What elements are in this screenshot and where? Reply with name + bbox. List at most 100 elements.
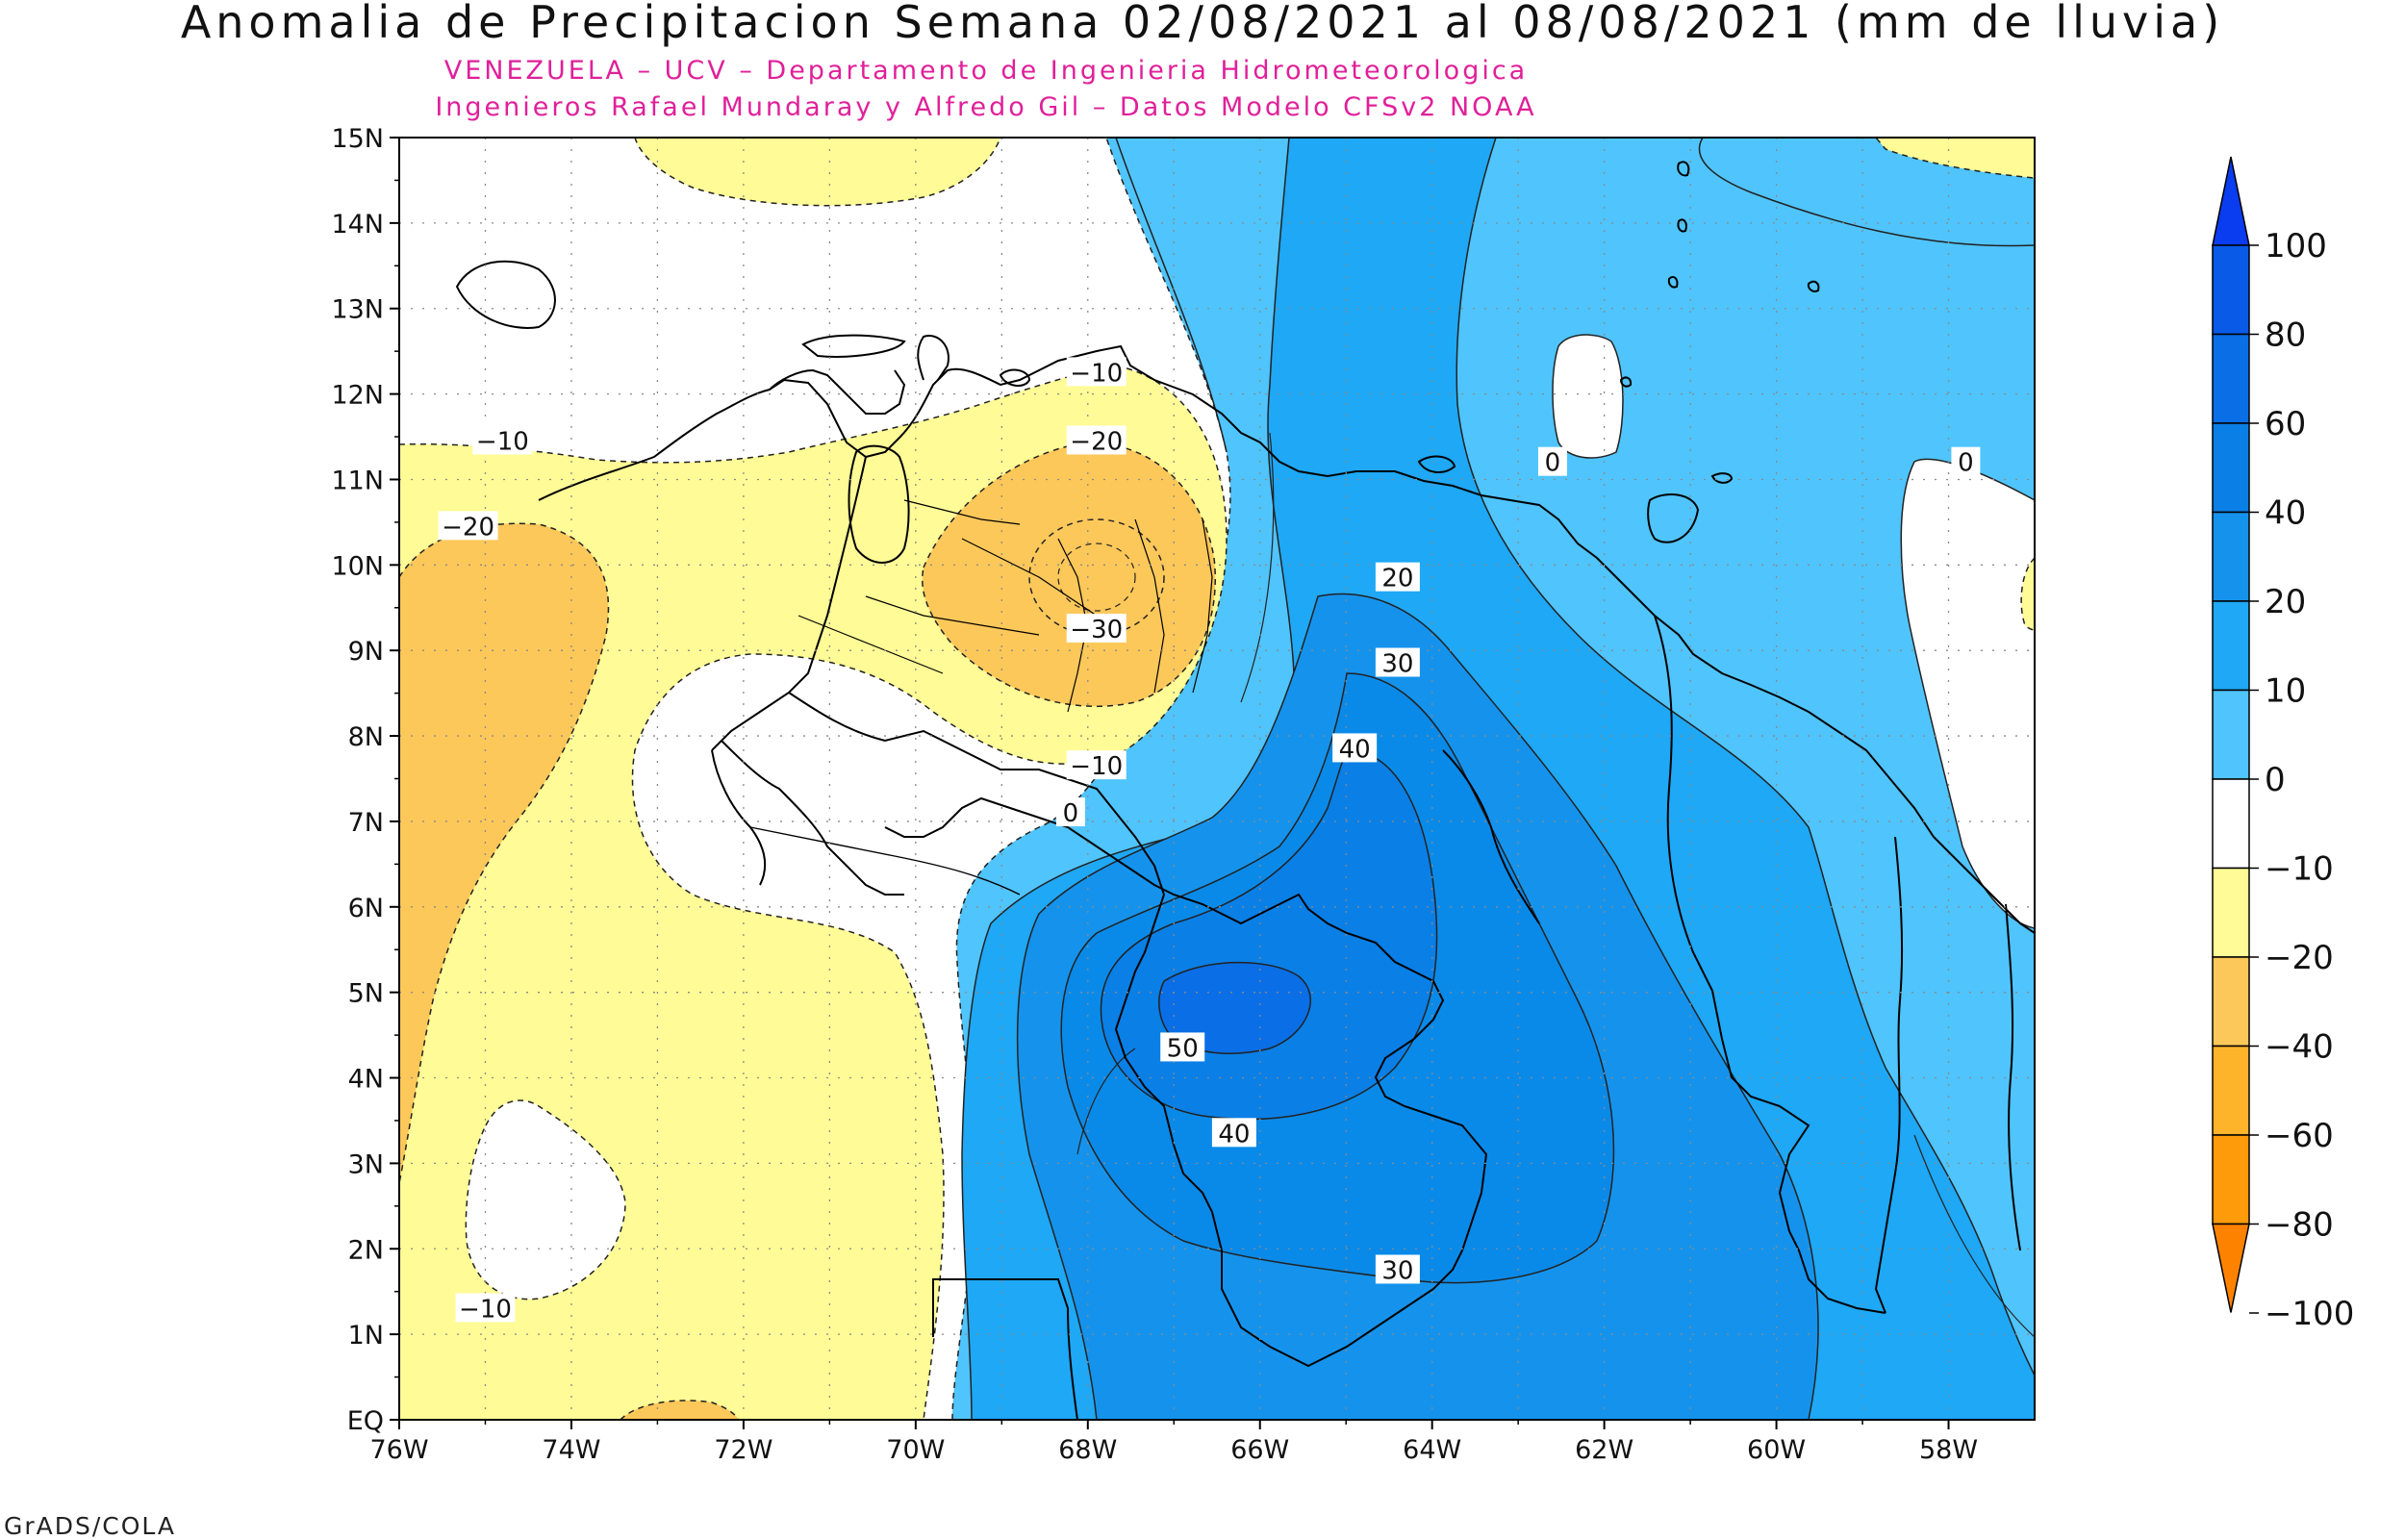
field-neg10-east [2020, 556, 2035, 631]
contour-label: −10 [1070, 359, 1123, 388]
contour-fill-layer [399, 138, 2035, 1420]
chart-title: Anomalia de Precipitacion Semana 02/08/2… [180, 0, 2225, 48]
contour-label: −10 [459, 1295, 512, 1324]
legend-label: −100 [2265, 1295, 2354, 1333]
legend-label: −20 [2265, 939, 2334, 977]
lon-tick-label: 72W [714, 1435, 772, 1465]
legend-swatch [2212, 422, 2250, 514]
contour-labels: −10 −20 −10 −20 −30 −10 0 0 0 20 30 40 50 40 30 −10 [438, 357, 1981, 1324]
lat-tick-label: 5N [348, 979, 384, 1009]
lon-tick-label: 74W [542, 1435, 600, 1465]
lat-tick-label: 8N [348, 722, 384, 752]
border-state-6 [865, 595, 1040, 636]
field-neg20-south [619, 1400, 740, 1420]
legend-label: 20 [2265, 583, 2306, 621]
contour-label: 30 [1381, 650, 1413, 679]
coastline-panama [721, 740, 904, 896]
island-stlucia [1677, 218, 1687, 233]
lat-tick-label: 3N [348, 1149, 384, 1179]
contour-pos0-northeast [1698, 138, 2035, 247]
lat-tick-label: 10N [331, 551, 384, 581]
island-margarita [1417, 455, 1456, 473]
contour-label: 40 [1339, 735, 1371, 764]
subtitle-institution: VENEZUELA – UCV – Departamento de Ingeni… [443, 56, 1529, 86]
legend-label: 100 [2265, 227, 2327, 265]
lon-tick-label: 58W [1919, 1435, 1978, 1465]
contour-label: 0 [1958, 449, 1974, 478]
legend-label: 40 [2265, 494, 2306, 533]
legend-label: −80 [2265, 1206, 2334, 1245]
contour-label-bg [1211, 1118, 1256, 1148]
legend-swatch [2212, 511, 2250, 602]
border-colombia-venezuela [711, 456, 867, 751]
field-neg10-northeast [1875, 138, 2035, 179]
lat-tick-label: 1N [348, 1321, 384, 1351]
contour-label-bg [1055, 797, 1085, 827]
island-stvincent [1667, 276, 1679, 289]
border-guyana-suriname [1874, 836, 1904, 1314]
lat-tick-label: 7N [348, 808, 384, 838]
field-pos50 [1158, 961, 1311, 1054]
legend-swatch [2212, 867, 2250, 958]
contour-label: −10 [476, 427, 529, 456]
contour-label: −20 [442, 513, 494, 542]
legend-swatch [2212, 244, 2250, 336]
legend-swatch [2212, 600, 2250, 692]
island-bahamas-shape-2 [801, 334, 906, 358]
gridlines [399, 138, 2035, 1420]
field-neutral-grenada [1552, 334, 1624, 459]
contour-label: 0 [1545, 449, 1561, 478]
lat-tick-label: 14N [331, 210, 384, 240]
border-state-7 [797, 615, 944, 674]
contour-label-bg [1066, 425, 1127, 455]
field-neg20-west [399, 522, 610, 1184]
contour-label-bg [1066, 613, 1127, 643]
contour-label-bg [1537, 446, 1567, 476]
legend-arrow-bottom [2212, 1223, 2250, 1313]
contour-label: −20 [1070, 427, 1123, 456]
legend-arrow-top [2212, 156, 2250, 246]
lon-tick-label: 62W [1575, 1435, 1633, 1465]
legend-swatch [2212, 689, 2250, 780]
legend-swatch [2212, 333, 2250, 424]
border-venezuela-guyana [1654, 615, 1886, 1314]
contour-label-bg [1332, 733, 1378, 763]
lat-tick-label: 12N [331, 381, 384, 411]
contour-pos10-south [1913, 1134, 2035, 1338]
lat-tick-label: 6N [348, 894, 384, 923]
field-neg10-north [634, 138, 1001, 207]
border-state-4 [1134, 518, 1165, 694]
contour-label-bg [1375, 562, 1420, 592]
legend-label: −40 [2265, 1028, 2334, 1067]
contour-label: 50 [1167, 1034, 1199, 1063]
legend-label: 60 [2265, 405, 2306, 443]
contour-pos40-inner [1076, 1048, 1136, 1155]
island-curacao [999, 368, 1031, 387]
lon-tick-label: 66W [1230, 1435, 1289, 1465]
island-martinique [1677, 161, 1690, 177]
contour-label-bg [1951, 446, 1981, 476]
border-brazil-colombia [932, 1278, 1078, 1420]
field-neg20-central [922, 442, 1216, 708]
lake-maracaibo [848, 444, 910, 564]
border-state-2 [903, 499, 1021, 525]
legend-label: −60 [2265, 1117, 2334, 1155]
legend-swatch [2212, 1045, 2250, 1136]
latitude-axis: 15N 14N 13N 12N 11N 10N 9N 8N 7N 6N 5N 4N 3N 2N 1N EQ [331, 124, 399, 1436]
lon-tick-label: 76W [369, 1435, 428, 1465]
contour-pos10-inner [1240, 432, 1275, 703]
contour-label: 20 [1381, 565, 1413, 593]
legend-swatch [2212, 778, 2250, 870]
island-tobago [1710, 472, 1734, 484]
contour-label-bg [472, 425, 533, 455]
lat-tick-label: 11N [331, 466, 384, 495]
contour-label-bg [1066, 750, 1127, 780]
river-orinoco [1442, 749, 1540, 924]
island-trinidad [1647, 493, 1700, 543]
contour-label-bg [1160, 1032, 1205, 1062]
border-venezuela-south [788, 692, 1488, 1368]
lat-tick-label: 2N [348, 1235, 384, 1265]
contour-label-bg [1066, 357, 1127, 387]
lat-tick-label: 15N [331, 124, 384, 154]
